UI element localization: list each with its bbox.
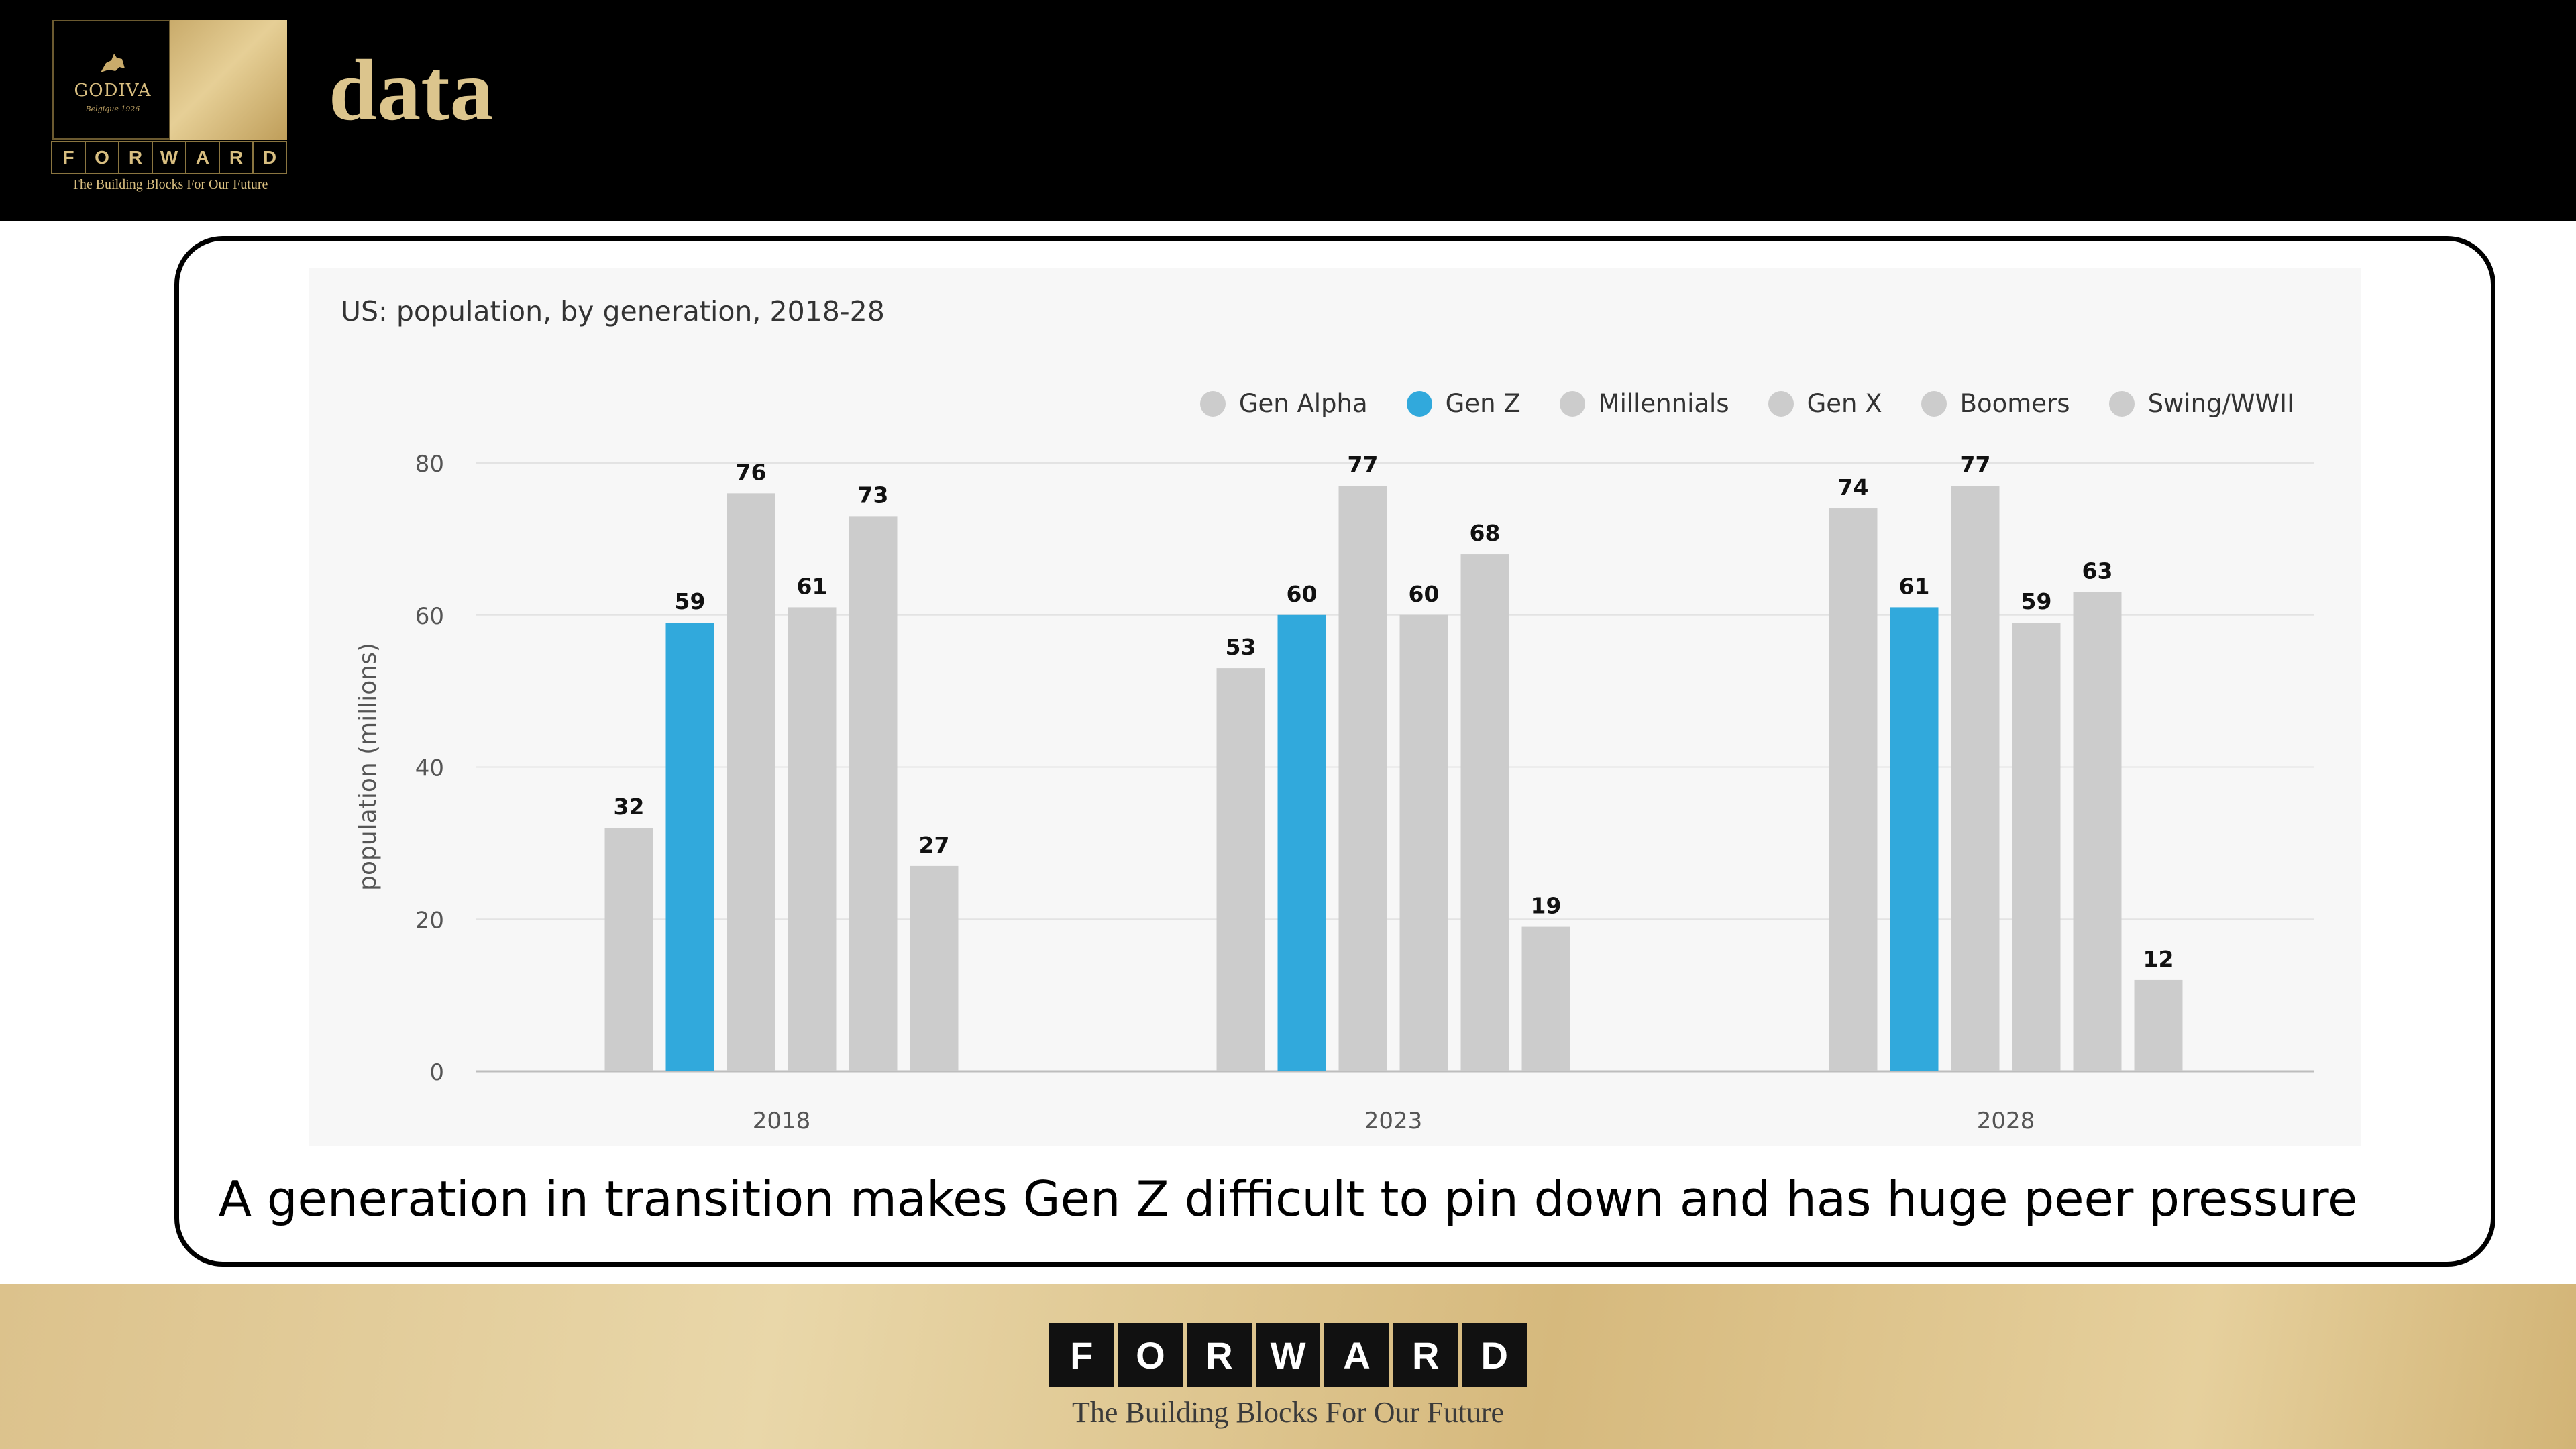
data-label-2018-1: 59	[675, 588, 706, 614]
x-tick-label-1: 2023	[1364, 1108, 1423, 1134]
bar-2023-3	[1399, 614, 1448, 1071]
slide-caption: A generation in transition makes Gen Z d…	[218, 1171, 2358, 1227]
bar-2028-4	[2073, 592, 2122, 1071]
x-tick-label-0: 2018	[753, 1108, 811, 1134]
y-tick-label-4: 80	[415, 451, 444, 478]
bar-2028-1	[1890, 607, 1939, 1071]
chart-panel: 0 20 40 60 80 population (millions) 32 59 76 61 73…	[309, 268, 2361, 1146]
legend-label: Millennials	[1598, 389, 1729, 418]
bar-2023-2	[1338, 486, 1387, 1071]
logo-letter-6: D	[252, 141, 287, 174]
legend-swatch	[2108, 390, 2135, 417]
footer-letter-5: R	[1393, 1323, 1458, 1387]
data-label-2018-3: 61	[797, 573, 828, 599]
footer-letter-2: R	[1187, 1323, 1252, 1387]
data-label-2018-0: 32	[614, 794, 645, 820]
footer-letter-4: A	[1324, 1323, 1389, 1387]
bar-2018-2	[727, 493, 775, 1071]
data-label-2028-2: 77	[1960, 451, 1991, 478]
logo-brand: GODIVA	[74, 80, 152, 101]
legend-swatch	[1406, 390, 1432, 417]
y-tick-label-2: 40	[415, 755, 444, 782]
footer-letter-3: W	[1255, 1323, 1321, 1387]
legend-label: Gen Z	[1445, 389, 1521, 418]
legend-label: Swing/WWII	[2147, 389, 2294, 418]
bar-2018-1	[665, 623, 714, 1071]
logo-letter-3: W	[152, 141, 186, 174]
footer-letter-1: O	[1118, 1323, 1183, 1387]
data-label-2023-1: 60	[1287, 581, 1318, 607]
logo-gold-panel	[170, 20, 287, 140]
logo-letter-5: R	[219, 141, 254, 174]
data-label-2028-1: 61	[1899, 573, 1930, 599]
footer-letter-6: D	[1462, 1323, 1527, 1387]
logo-letter-1: O	[85, 141, 119, 174]
data-label-2018-2: 76	[736, 459, 767, 485]
footer-tagline: The Building Blocks For Our Future	[1071, 1396, 1505, 1429]
bar-2018-4	[849, 516, 898, 1071]
legend-label: Boomers	[1960, 389, 2070, 418]
data-label-2023-5: 19	[1531, 893, 1562, 919]
y-tick-label-1: 20	[415, 907, 444, 934]
horse-rider-icon	[101, 54, 125, 72]
logo-tagline: The Building Blocks For Our Future	[71, 177, 268, 192]
data-label-2028-3: 59	[2021, 588, 2052, 614]
logo-subtitle: Belgique 1926	[85, 105, 140, 113]
data-label-2023-0: 53	[1226, 634, 1256, 660]
logo-dark-panel: GODIVA Belgique 1926	[52, 20, 170, 140]
data-label-2028-5: 12	[2143, 946, 2174, 972]
bar-2028-5	[2134, 979, 2183, 1071]
data-label-2018-4: 73	[858, 482, 889, 508]
chart-legend: Gen Alpha Gen Z Millennials Gen X Boomers Swi…	[1199, 389, 2294, 418]
bar-2028-0	[1829, 508, 1878, 1071]
data-label-2018-5: 27	[919, 832, 950, 858]
bar-2028-3	[2012, 623, 2061, 1071]
bar-chart: 0 20 40 60 80 population (millions) 32 59 76 61 73…	[354, 451, 2314, 1134]
logo-letter-0: F	[51, 141, 86, 174]
bar-2023-4	[1460, 554, 1509, 1071]
logo-letter-2: R	[118, 141, 153, 174]
x-tick-label-2: 2028	[1977, 1108, 2035, 1134]
legend-item-3: Gen X	[1768, 389, 1882, 418]
bar-2018-3	[788, 607, 837, 1071]
logo-letter-4: A	[185, 141, 220, 174]
legend-swatch	[1921, 390, 1947, 417]
chart-title: US: population, by generation, 2018-28	[341, 295, 885, 327]
legend-item-5: Swing/WWII	[2108, 389, 2294, 418]
footer-letter-0: F	[1049, 1323, 1114, 1387]
data-label-2023-4: 68	[1470, 520, 1501, 546]
y-axis-label: population (millions)	[354, 643, 382, 891]
y-tick-label-0: 0	[429, 1059, 444, 1086]
bar-2018-5	[910, 865, 959, 1071]
bar-2023-1	[1277, 614, 1326, 1071]
legend-label: Gen X	[1807, 389, 1882, 418]
legend-label: Gen Alpha	[1238, 389, 1368, 418]
data-label-2023-2: 77	[1348, 451, 1379, 478]
page-title: data	[329, 42, 494, 139]
bar-2028-2	[1951, 486, 2000, 1071]
legend-item-2: Millennials	[1559, 389, 1729, 418]
y-tick-label-3: 60	[415, 603, 444, 630]
data-label-2028-4: 63	[2082, 558, 2113, 584]
data-label-2028-0: 74	[1838, 474, 1869, 500]
legend-item-1: Gen Z	[1406, 389, 1521, 418]
bar-2023-0	[1216, 668, 1265, 1071]
legend-item-4: Boomers	[1921, 389, 2070, 418]
bar-2018-0	[604, 828, 653, 1071]
legend-swatch	[1199, 390, 1226, 417]
bar-2023-5	[1521, 926, 1570, 1071]
legend-swatch	[1559, 390, 1585, 417]
legend-item-0: Gen Alpha	[1199, 389, 1368, 418]
data-label-2023-3: 60	[1409, 581, 1440, 607]
legend-swatch	[1768, 390, 1794, 417]
